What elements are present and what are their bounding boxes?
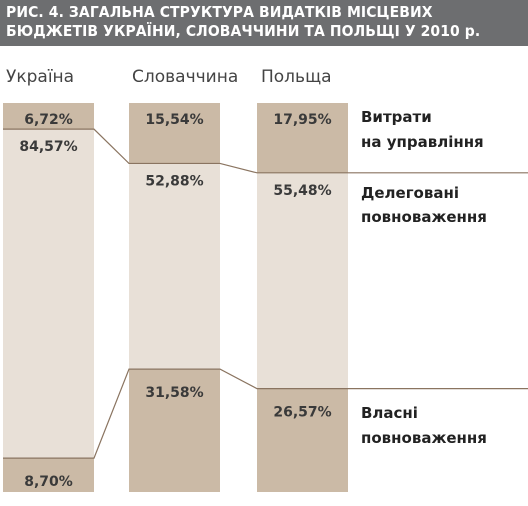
value-label-1-1: 52,88% [145,173,203,189]
bar-segment-0-1 [3,129,94,459]
bar-segment-2-0 [257,103,348,173]
title-bar: РИС. 4. ЗАГАЛЬНА СТРУКТУРА ВИДАТКІВ МІСЦ… [0,0,528,46]
category-label-1: Словаччина [132,67,238,87]
bar-segment-0-0 [3,103,94,130]
legend-entry-2-line-1: повноваження [361,429,487,447]
bar-segment-1-2 [129,369,220,492]
value-label-1-2: 31,58% [145,385,203,401]
connector-line-2 [3,368,528,459]
legend-entry-1-line-0: Делеговані [361,184,459,202]
chart-title-line-2: БЮДЖЕТІВ УКРАЇНИ, СЛОВАЧЧИНИ ТА ПОЛЬЩІ У… [6,22,481,40]
legend-entry-1-line-1: повноваження [361,208,487,226]
bar-segment-1-1 [129,163,220,370]
value-label-2-0: 17,95% [273,112,331,128]
bar-segment-2-2 [257,388,348,492]
value-label-1-0: 15,54% [145,112,203,128]
category-label-0: Україна [6,67,74,87]
chart-title-line-1: РИС. 4. ЗАГАЛЬНА СТРУКТУРА ВИДАТКІВ МІСЦ… [6,3,433,21]
bar-segment-0-2 [3,458,94,492]
value-label-0-2: 8,70% [24,474,73,490]
legend-entry-2-line-0: Власні [361,404,418,422]
value-label-0-0: 6,72% [24,112,73,128]
legend-entry-0-line-1: на управління [361,133,484,151]
value-label-0-1: 84,57% [19,139,77,155]
legend-entry-0-line-0: Витрати [361,108,432,126]
category-label-2: Польща [261,67,332,87]
value-label-2-1: 55,48% [273,183,331,199]
value-label-2-2: 26,57% [273,405,331,421]
connector-line-1 [3,128,528,174]
bar-segment-1-0 [129,103,220,164]
bar-segment-2-1 [257,172,348,389]
